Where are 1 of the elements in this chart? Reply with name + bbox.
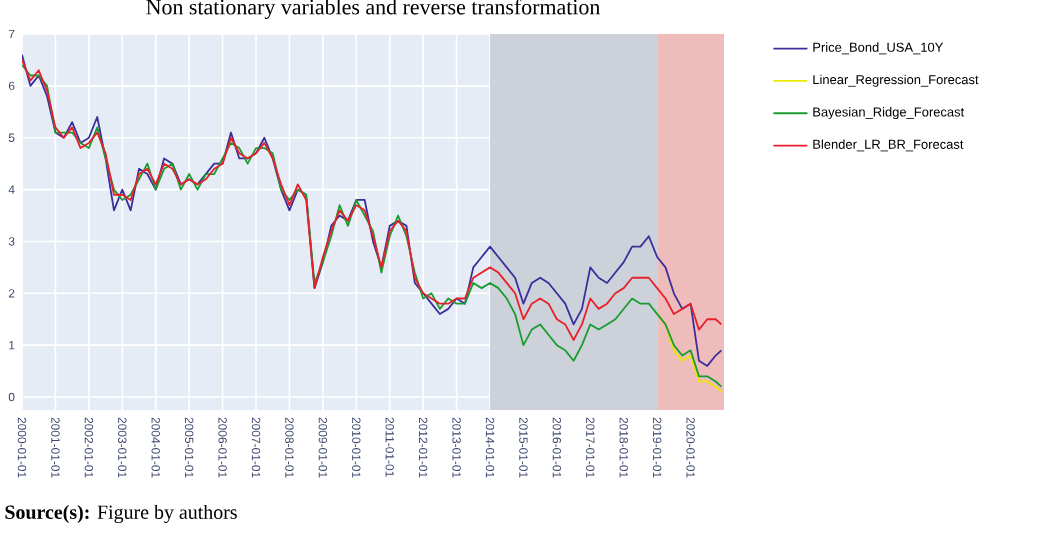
text: Source(s): Figure by authors <box>5 504 237 524</box>
